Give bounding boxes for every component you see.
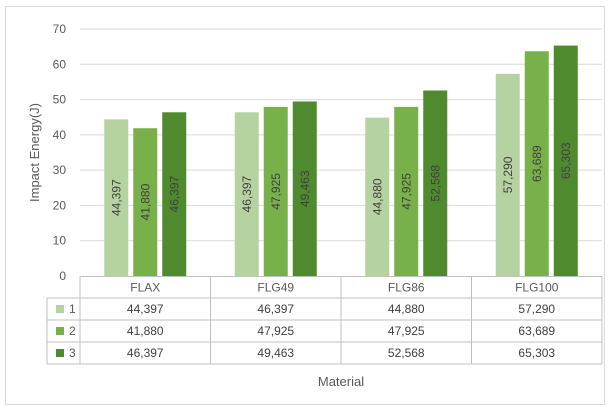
x-category-label: FLG100 bbox=[515, 281, 559, 295]
y-tick-label: 70 bbox=[53, 22, 67, 36]
legend-label: 2 bbox=[69, 324, 76, 338]
table-cell: 46,397 bbox=[257, 302, 294, 316]
table-cell: 52,568 bbox=[388, 346, 425, 360]
bar-data-label: 46,397 bbox=[167, 175, 181, 212]
y-tick-label: 10 bbox=[53, 234, 67, 248]
table-cell: 46,397 bbox=[127, 346, 164, 360]
bar-data-label: 57,290 bbox=[501, 156, 515, 193]
chart-border bbox=[5, 6, 605, 405]
table-cell: 65,303 bbox=[518, 346, 555, 360]
bar-1-flg86 bbox=[365, 117, 390, 276]
x-category-label: FLG49 bbox=[257, 281, 294, 295]
bar-2-flg86 bbox=[394, 106, 419, 276]
table-cell: 47,925 bbox=[257, 324, 294, 338]
table-cell: 41,880 bbox=[127, 324, 164, 338]
bar-3-flg86 bbox=[423, 90, 448, 276]
y-tick-label: 20 bbox=[53, 198, 67, 212]
y-tick-label: 0 bbox=[59, 269, 66, 283]
legend-label: 1 bbox=[69, 302, 76, 316]
bar-data-label: 44,397 bbox=[109, 179, 123, 216]
table-cell: 47,925 bbox=[388, 324, 425, 338]
bar-2-flg49 bbox=[263, 106, 288, 276]
table-cell: 63,689 bbox=[518, 324, 555, 338]
y-tick-label: 40 bbox=[53, 128, 67, 142]
bar-3-flax bbox=[162, 112, 187, 276]
bar-data-label: 65,303 bbox=[559, 142, 573, 179]
bar-data-label: 52,568 bbox=[428, 165, 442, 202]
legend-swatch-1 bbox=[56, 305, 64, 313]
x-category-label: FLAX bbox=[130, 281, 160, 295]
x-axis-title: Material bbox=[318, 374, 364, 389]
bar-data-label: 49,463 bbox=[298, 170, 312, 207]
bar-data-label: 63,689 bbox=[530, 145, 544, 182]
y-axis-title: Impact Energy(J) bbox=[27, 103, 42, 202]
legend-swatch-2 bbox=[56, 327, 64, 335]
bar-data-label: 44,880 bbox=[370, 178, 384, 215]
x-category-label: FLG86 bbox=[388, 281, 425, 295]
table-cell: 44,880 bbox=[388, 302, 425, 316]
legend-label: 3 bbox=[69, 346, 76, 360]
bar-data-label: 47,925 bbox=[399, 173, 413, 210]
table-cell: 44,397 bbox=[127, 302, 164, 316]
y-tick-label: 30 bbox=[53, 163, 67, 177]
bar-data-label: 41,880 bbox=[138, 183, 152, 220]
bar-2-flg100 bbox=[524, 51, 549, 276]
table-cell: 57,290 bbox=[518, 302, 555, 316]
bar-1-flg49 bbox=[234, 112, 259, 276]
y-tick-label: 50 bbox=[53, 93, 67, 107]
bar-data-label: 47,925 bbox=[269, 173, 283, 210]
legend-swatch-3 bbox=[56, 349, 64, 357]
bar-1-flax bbox=[104, 119, 129, 276]
bar-1-flg100 bbox=[495, 73, 520, 276]
bar-2-flax bbox=[133, 128, 158, 276]
bar-3-flg49 bbox=[292, 101, 317, 276]
bar-3-flg100 bbox=[553, 45, 578, 276]
table-cell: 49,463 bbox=[257, 346, 294, 360]
bar-data-label: 46,397 bbox=[240, 175, 254, 212]
y-tick-label: 60 bbox=[53, 57, 67, 71]
